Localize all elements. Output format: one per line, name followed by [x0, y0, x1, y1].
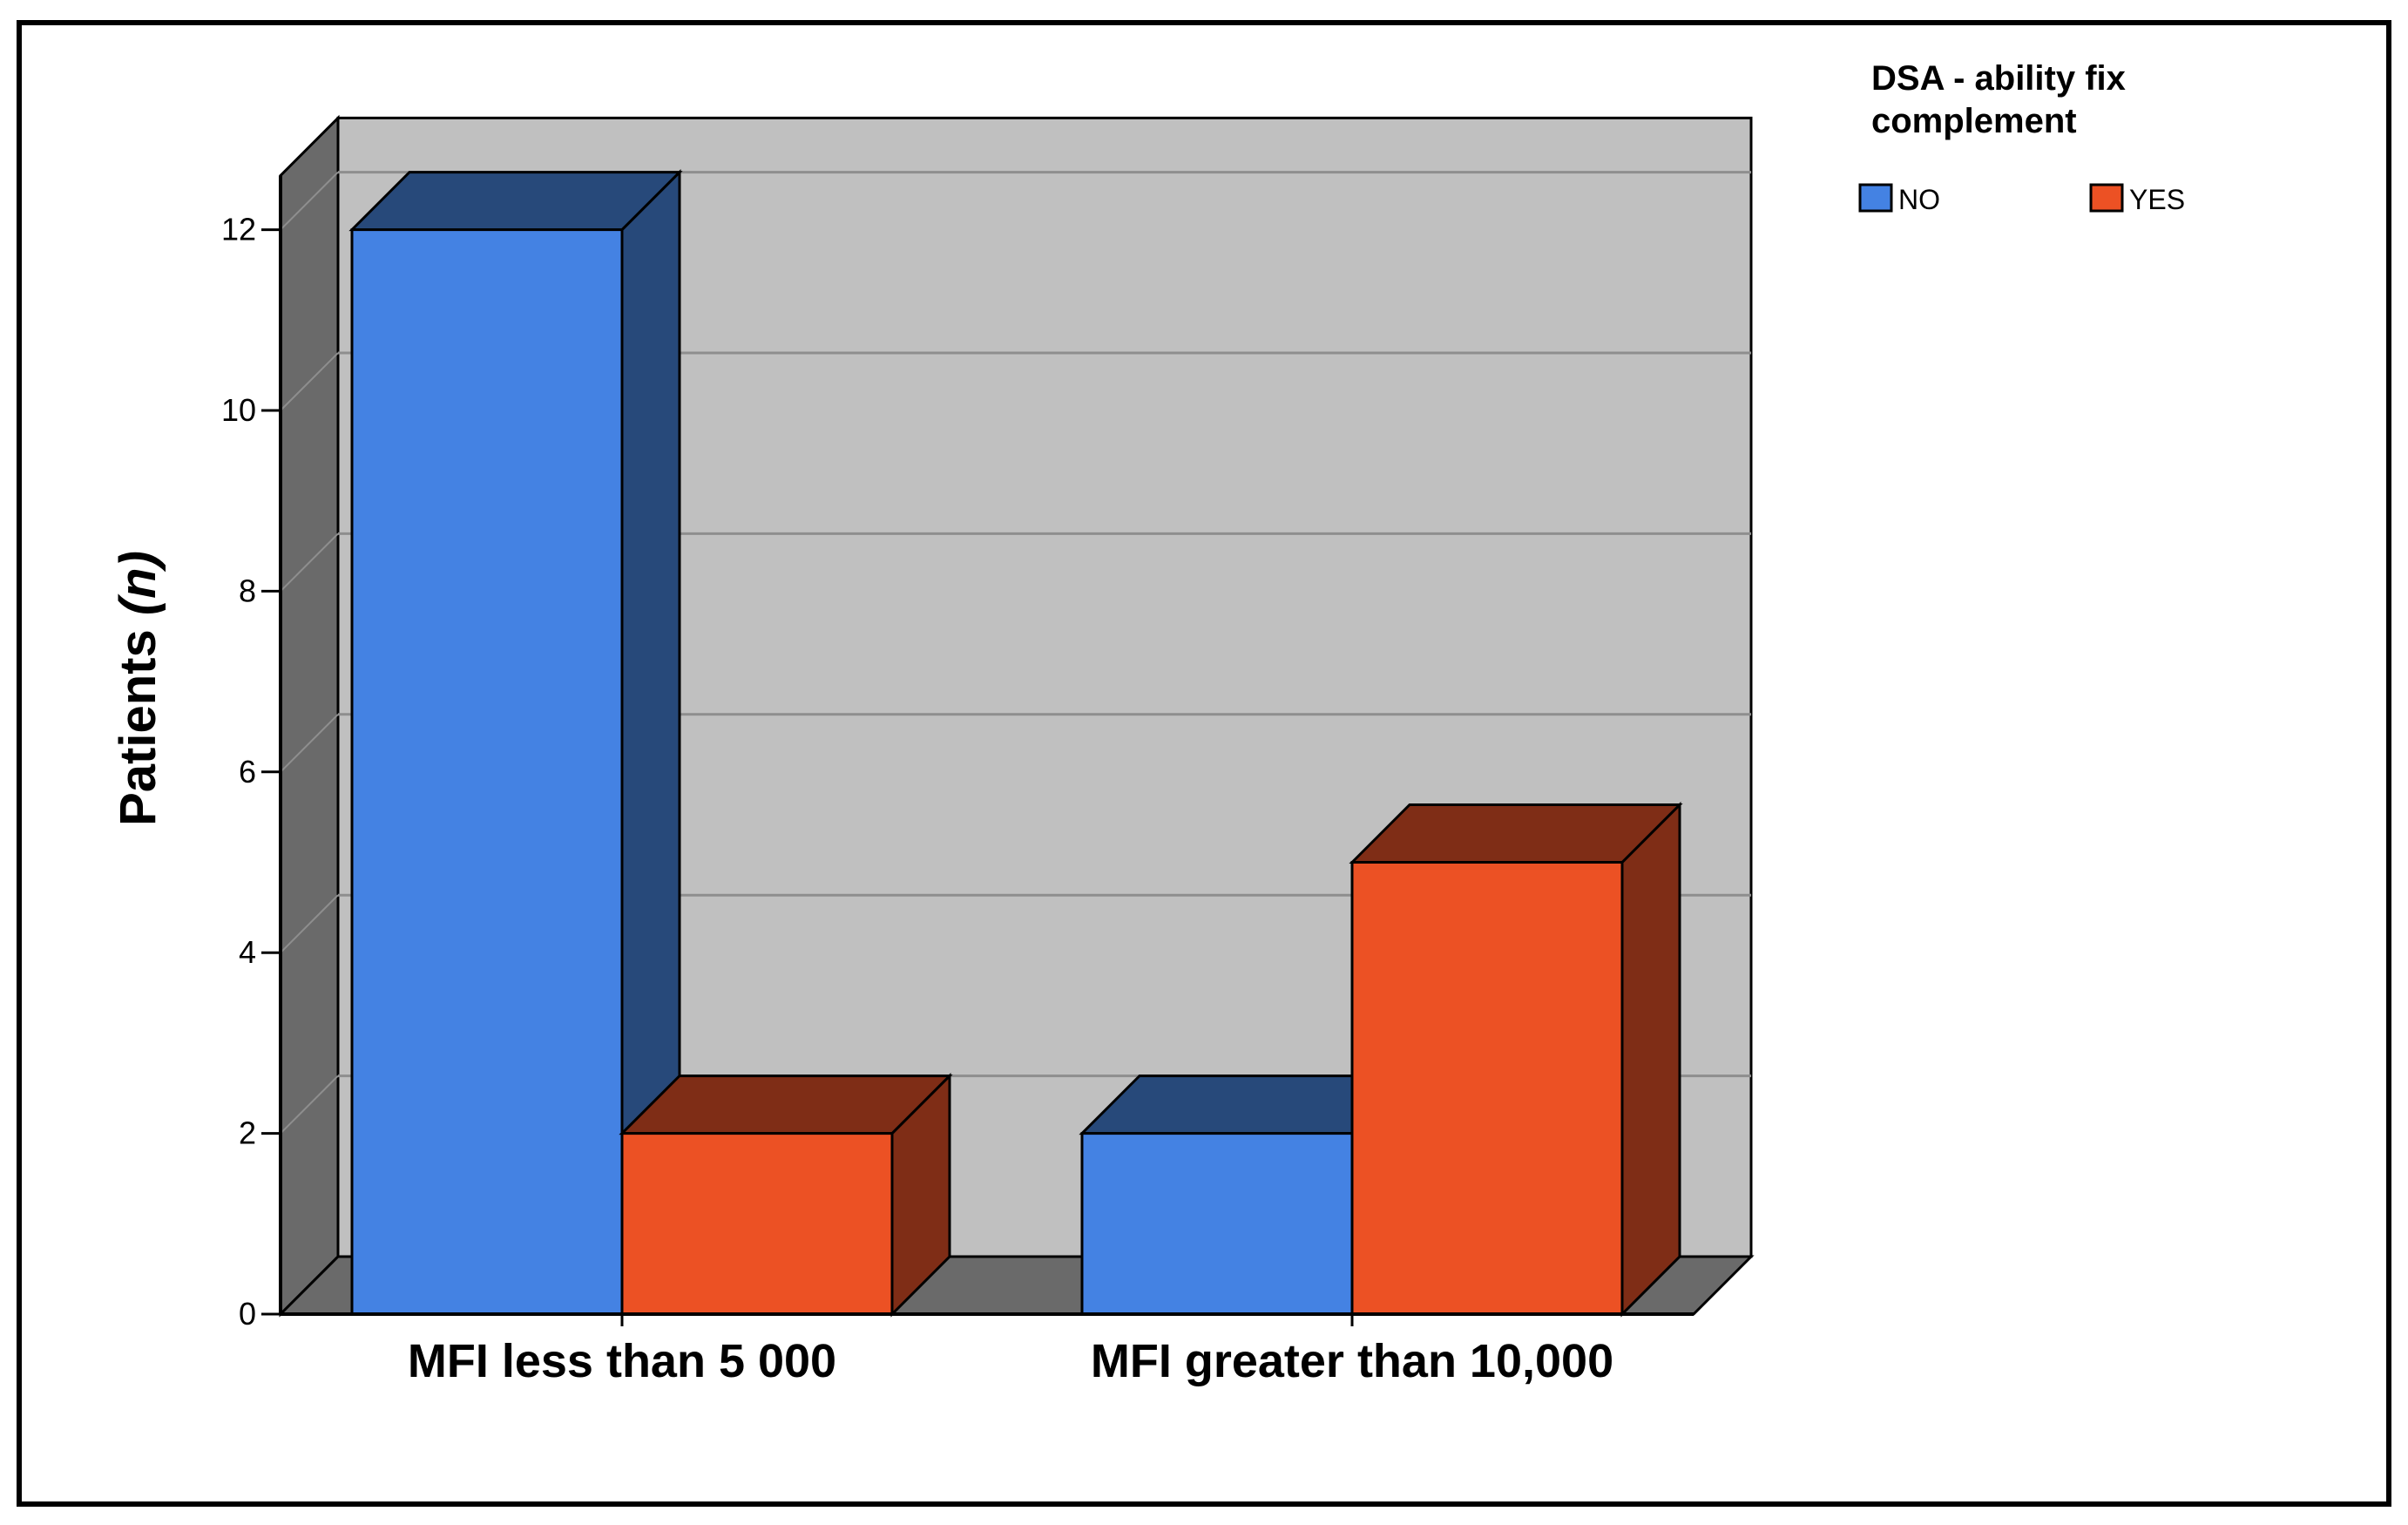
legend-title-line1: DSA - ability fix — [1871, 59, 2126, 98]
side-wall — [279, 114, 340, 1318]
legend: DSA - ability fix complement NO YES — [1858, 59, 2185, 215]
legend-item: NO — [1858, 183, 1940, 215]
bar — [348, 168, 683, 1318]
bar-top — [1349, 803, 1683, 864]
y-tick-label: 12 — [221, 212, 256, 247]
gridline-side — [280, 894, 339, 953]
y-tick-label: 4 — [239, 934, 256, 970]
gridline-side — [280, 532, 339, 593]
bar-front — [1080, 1132, 1354, 1316]
gridline-side — [280, 171, 339, 231]
x-tick-label: MFI less than 5 000 — [408, 1335, 836, 1387]
gridline-side — [280, 1074, 339, 1135]
bar-top — [619, 1074, 953, 1135]
bar-side — [1620, 801, 1681, 1318]
bars — [348, 168, 1683, 1318]
y-tick-label: 2 — [239, 1115, 256, 1151]
y-tick-label: 6 — [239, 754, 256, 790]
y-tick-label: 8 — [239, 573, 256, 608]
bar — [1349, 801, 1683, 1318]
y-axis: 0 2 4 6 8 10 12 — [221, 175, 282, 1332]
bar-top — [348, 171, 683, 232]
legend-swatch — [1858, 183, 1893, 213]
x-axis: MFI less than 5 000 MFI greater than 10,0… — [281, 1312, 1694, 1387]
legend-title-line2: complement — [1871, 102, 2077, 140]
y-axis-title-main: Patients — [110, 629, 166, 826]
bar-front — [350, 228, 624, 1316]
y-axis-title-unit: (n) — [110, 551, 166, 615]
bar — [619, 1072, 953, 1318]
gridline-side — [280, 352, 339, 411]
legend-item: YES — [2089, 183, 2185, 215]
y-tick-label: 10 — [221, 392, 256, 428]
legend-swatch — [2089, 183, 2124, 213]
y-tick-label: 0 — [239, 1296, 256, 1332]
gridline-side — [280, 714, 339, 773]
y-axis-title: Patients (n) — [110, 551, 166, 826]
legend-items: NO YES — [1858, 183, 2185, 215]
bar-front — [620, 1132, 894, 1316]
legend-label: NO — [1898, 184, 1940, 215]
x-tick-label: MFI greater than 10,000 — [1091, 1335, 1613, 1387]
bar-front — [1350, 861, 1624, 1316]
legend-label: YES — [2129, 184, 2185, 215]
